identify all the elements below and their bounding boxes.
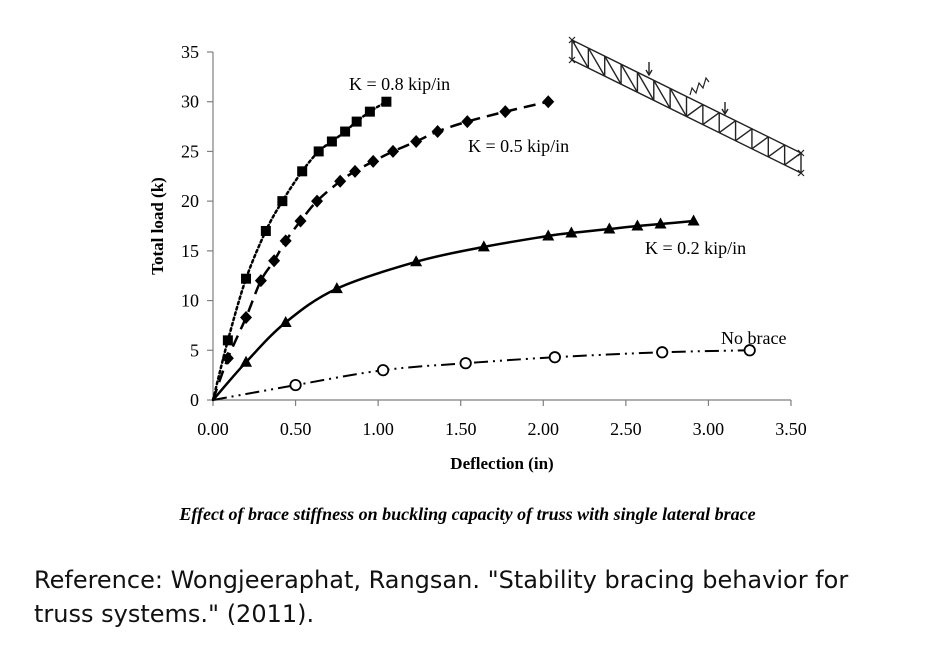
load-arrow-icon	[645, 62, 653, 77]
data-point	[297, 166, 308, 177]
data-point	[565, 226, 578, 238]
y-tick-label: 0	[190, 390, 199, 410]
data-point	[376, 364, 390, 377]
data-point	[477, 240, 490, 252]
data-point	[431, 125, 444, 139]
data-point	[313, 146, 324, 157]
brace-spring-icon	[689, 76, 710, 96]
data-point	[340, 126, 351, 137]
y-ticks: 0 5 10 15 20 25 30 35	[181, 42, 213, 410]
data-point	[654, 217, 667, 229]
series-no-brace	[212, 344, 756, 401]
data-point	[603, 222, 616, 234]
x-ticks: 0.00 0.50 1.00 1.50 2.00 2.50 3.00 3.50	[197, 400, 807, 439]
series-label-k08: K = 0.8 kip/in	[349, 74, 450, 94]
truss-diagram	[568, 36, 805, 177]
data-point	[410, 255, 423, 267]
x-tick-label: 2.50	[610, 419, 642, 439]
series-layer	[211, 95, 756, 402]
data-point	[459, 357, 472, 370]
y-tick-label: 5	[190, 340, 199, 360]
data-point	[548, 351, 561, 364]
chart: 0 5 10 15 20 25 30 35 0.00 0.50 1.00 1.50 2.00 2.50 3…	[148, 36, 807, 473]
series-label-k05: K = 0.5 kip/in	[468, 136, 569, 156]
data-point	[542, 229, 555, 241]
x-axis-title: Deflection (in)	[450, 454, 553, 473]
data-point	[254, 274, 267, 288]
load-arrow-icon	[721, 102, 729, 116]
data-point	[743, 344, 756, 357]
data-point	[381, 96, 392, 107]
reference-text: Reference: Wongjeeraphat, Rangsan. "Stab…	[34, 566, 849, 628]
series-k02	[212, 214, 700, 401]
data-point	[326, 136, 337, 147]
y-tick-label: 35	[181, 42, 199, 62]
axes: 0 5 10 15 20 25 30 35 0.00 0.50 1.00 1.50 2.00 2.50 3…	[181, 42, 807, 439]
series-line-k08	[211, 100, 388, 402]
y-tick-label: 30	[181, 92, 199, 112]
data-point	[222, 335, 233, 346]
data-point	[364, 106, 375, 117]
series-line-no-brace	[212, 349, 750, 401]
data-point	[349, 164, 362, 178]
support-x-mark-icon	[568, 36, 805, 177]
series-line-k02	[212, 219, 694, 401]
data-point	[410, 134, 423, 148]
data-point	[387, 144, 400, 158]
data-point	[499, 105, 512, 119]
y-tick-label: 25	[181, 141, 199, 161]
data-point	[656, 346, 669, 359]
data-point	[240, 310, 253, 324]
figure-caption: Effect of brace stiffness on buckling ca…	[179, 504, 756, 524]
data-point	[294, 214, 307, 228]
data-point	[687, 214, 700, 226]
data-point	[461, 115, 474, 129]
data-point	[367, 154, 380, 168]
x-tick-label: 3.00	[693, 419, 725, 439]
data-point	[334, 174, 347, 188]
data-point	[241, 273, 252, 284]
y-tick-label: 20	[181, 191, 199, 211]
x-tick-label: 3.50	[775, 419, 807, 439]
data-point	[279, 234, 292, 248]
data-point	[279, 315, 292, 327]
data-point	[221, 351, 234, 365]
data-point	[330, 282, 343, 294]
data-point	[542, 95, 555, 109]
x-tick-label: 1.50	[445, 419, 477, 439]
series-k05	[211, 95, 555, 401]
y-tick-label: 15	[181, 241, 199, 261]
data-point	[277, 196, 288, 207]
data-point	[260, 225, 271, 236]
x-tick-label: 1.00	[362, 419, 394, 439]
series-label-k02: K = 0.2 kip/in	[645, 238, 746, 258]
data-point	[268, 254, 281, 268]
x-tick-label: 0.00	[197, 419, 229, 439]
y-tick-label: 10	[181, 291, 199, 311]
data-point	[351, 116, 362, 127]
series-k08	[211, 96, 392, 402]
data-point	[311, 194, 324, 208]
series-label-no-brace: No brace	[721, 328, 786, 348]
data-point	[289, 378, 302, 392]
x-tick-label: 0.50	[280, 419, 312, 439]
data-point	[240, 355, 253, 367]
x-tick-label: 2.00	[528, 419, 560, 439]
data-point	[631, 219, 644, 231]
y-axis-title: Total load (k)	[148, 177, 167, 275]
